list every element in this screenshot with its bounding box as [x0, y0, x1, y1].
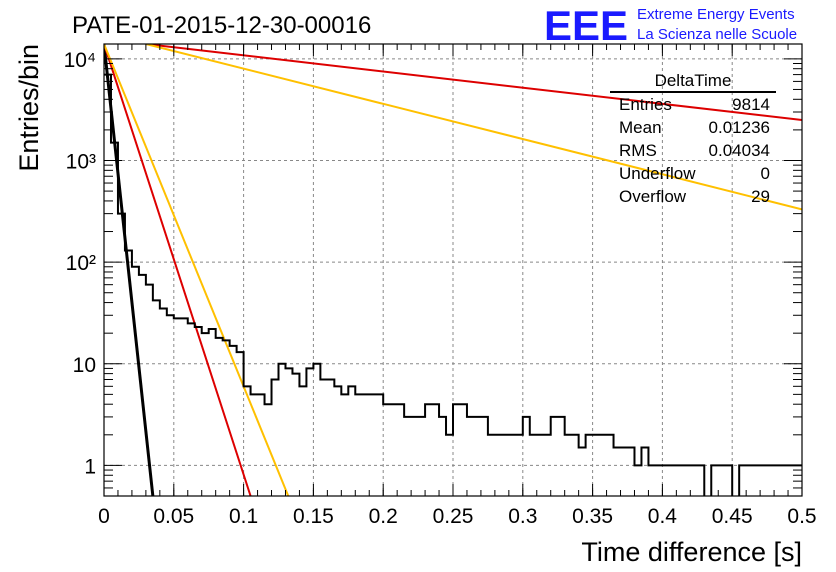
- fit-curve: [145, 44, 802, 211]
- fit-curve: [145, 44, 802, 122]
- histogram: [104, 73, 802, 496]
- histogram-series: [104, 73, 802, 496]
- stats-row-label: Mean: [619, 118, 662, 137]
- x-tick-labels: 0 0.05 0.1 0.15 0.2 0.25 0.3 0.35 0.4 0.45 0.5: [98, 505, 816, 528]
- grid: [104, 44, 802, 496]
- stats-row-value: 0.01236: [709, 118, 770, 137]
- x-tick-label: 0.2: [369, 505, 398, 528]
- stats-row-value: 9814: [732, 95, 770, 114]
- x-tick-label: 0.15: [293, 505, 334, 528]
- x-tick-label: 0.25: [433, 505, 474, 528]
- stats-row-value: 0: [761, 164, 770, 183]
- y-tick-label: 10⁴: [64, 49, 96, 72]
- y-axis-label: Entries/bin: [14, 44, 44, 172]
- y-tick-label: 10: [73, 354, 96, 377]
- stats-row-label: RMS: [619, 141, 657, 160]
- x-tick-label: 0.45: [712, 505, 753, 528]
- fit-curve: [104, 44, 290, 496]
- stats-row-label: Overflow: [619, 187, 687, 206]
- y-tick-label: 1: [84, 455, 96, 478]
- x-tick-label: 0.3: [508, 505, 537, 528]
- fit-curves: [104, 44, 802, 496]
- eee-logo-line1: Extreme Energy Events: [637, 6, 795, 23]
- x-tick-label: 0.05: [153, 505, 194, 528]
- chart-title: PATE-01-2015-12-30-00016: [72, 12, 371, 39]
- stats-row-label: Underflow: [619, 164, 696, 183]
- fit-curve: [104, 44, 155, 496]
- stats-row-label: Entries: [619, 95, 672, 114]
- y-tick-label: 10²: [66, 252, 96, 275]
- y-tick-label: 10³: [66, 150, 96, 173]
- x-tick-label: 0.35: [572, 505, 613, 528]
- stats-row-value: 29: [751, 187, 770, 206]
- eee-logo: EEE Extreme Energy Events La Scienza nel…: [544, 2, 797, 49]
- y-tick-labels: 1 10 10² 10³ 10⁴: [64, 49, 96, 479]
- stats-box-title: DeltaTime: [655, 71, 732, 90]
- stats-row-value: 0.04034: [709, 141, 770, 160]
- x-tick-label: 0.5: [787, 505, 816, 528]
- axis-ticks: [103, 44, 803, 497]
- x-tick-label: 0: [98, 505, 110, 528]
- eee-logo-line2: La Scienza nelle Scuole: [637, 26, 797, 43]
- x-axis-label: Time difference [s]: [581, 537, 802, 567]
- x-tick-label: 0.4: [648, 505, 678, 528]
- eee-logo-mark: EEE: [544, 2, 628, 49]
- fit-curve: [104, 44, 252, 496]
- stats-box: DeltaTime Entries 9814 Mean 0.01236 RMS 0.040…: [610, 71, 776, 206]
- x-tick-label: 0.1: [229, 505, 258, 528]
